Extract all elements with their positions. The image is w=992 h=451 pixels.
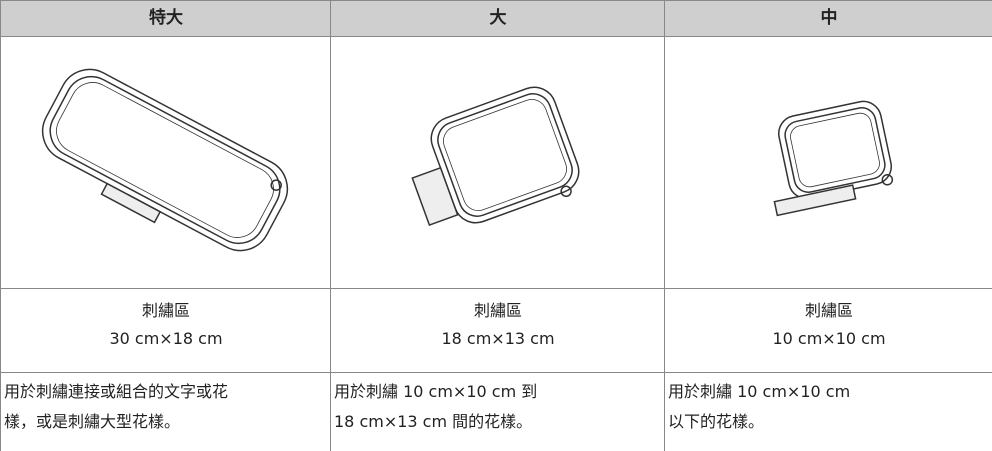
area-cell: 刺繡區 10 cm×10 cm [664, 288, 992, 372]
description-cell: 用於刺繡 10 cm×10 cm 以下的花樣。 [664, 372, 992, 451]
text: 以下的花樣。 [668, 412, 765, 431]
text: 18 cm×13 cm [441, 329, 555, 348]
description-cell: 用於刺繡 10 cm×10 cm 到 18 cm×13 cm 間的花樣。 [330, 372, 665, 451]
text: 刺繡區 [473, 301, 522, 320]
image-cell [330, 36, 665, 288]
text: 30 cm×18 cm [109, 329, 223, 348]
image-cell [664, 36, 992, 288]
area-cell: 刺繡區 18 cm×13 cm [330, 288, 665, 372]
image-cell [0, 36, 331, 288]
area-cell: 刺繡區 30 cm×18 cm [0, 288, 331, 372]
text: 10 cm×10 cm [772, 329, 886, 348]
header-cell: 中 [664, 0, 992, 36]
header-cell: 大 [330, 0, 665, 36]
text: 刺繡區 [804, 301, 853, 320]
text: 樣，或是刺繡大型花樣。 [4, 412, 181, 431]
hoop-large [411, 86, 580, 227]
header-cell: 特大 [0, 0, 331, 36]
text: 用於刺繡連接或組合的文字或花 [4, 382, 229, 401]
hoop-extra-large [41, 68, 289, 252]
description-cell: 用於刺繡連接或組合的文字或花 樣，或是刺繡大型花樣。 [0, 372, 331, 451]
text: 18 cm×13 cm 間的花樣。 [334, 412, 533, 431]
text: 刺繡區 [141, 301, 190, 320]
hoop-medium [773, 100, 894, 217]
text: 用於刺繡 10 cm×10 cm [668, 382, 851, 401]
text: 用於刺繡 10 cm×10 cm 到 [334, 382, 538, 401]
